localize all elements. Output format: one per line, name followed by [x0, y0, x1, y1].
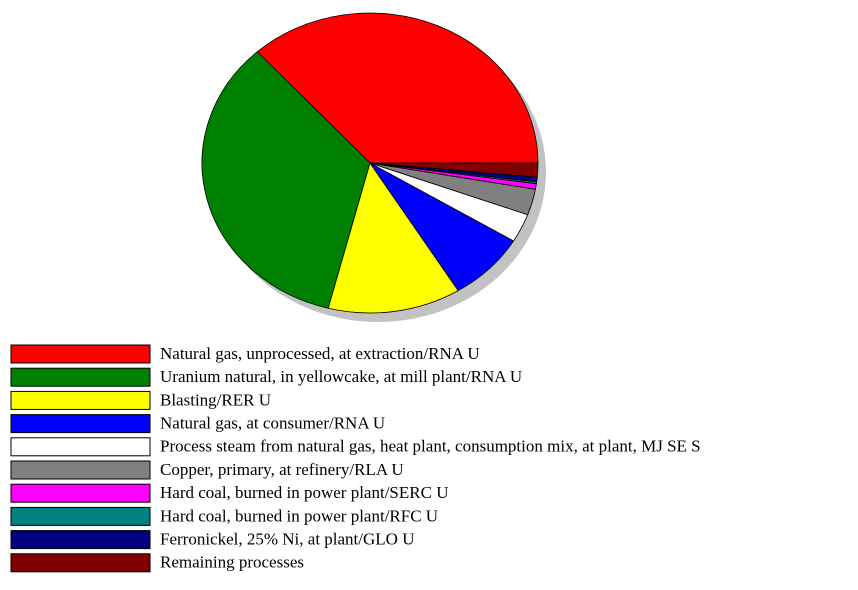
legend-label: Ferronickel, 25% Ni, at plant/GLO U: [160, 530, 414, 549]
pie-slice: [369, 162, 539, 178]
pie-slice: [327, 162, 459, 314]
pie-slice: [201, 51, 371, 309]
legend-label: Process steam from natural gas, heat pla…: [160, 437, 701, 456]
legend-label: Natural gas, unprocessed, at extraction/…: [160, 344, 480, 363]
legend-swatch: [10, 553, 151, 573]
legend-swatch: [10, 460, 151, 480]
legend-swatch: [10, 414, 151, 434]
legend-label: Blasting/RER U: [160, 390, 271, 409]
legend-swatch: [10, 437, 151, 457]
legend-swatch: [10, 344, 151, 364]
legend-label: Hard coal, burned in power plant/RFC U: [160, 506, 438, 525]
legend-label: Natural gas, at consumer/RNA U: [160, 414, 385, 433]
legend-swatch: [10, 506, 151, 526]
legend-label: Remaining processes: [160, 553, 304, 572]
legend-swatch: [10, 483, 151, 503]
legend-swatch: [10, 390, 151, 410]
legend-label: Hard coal, burned in power plant/SERC U: [160, 483, 448, 502]
legend-swatch: [10, 367, 151, 387]
pie-slice: [256, 12, 539, 164]
legend-swatch: [10, 530, 151, 550]
legend-label: Copper, primary, at refinery/RLA U: [160, 460, 404, 479]
legend-label: Uranium natural, in yellowcake, at mill …: [160, 367, 522, 386]
